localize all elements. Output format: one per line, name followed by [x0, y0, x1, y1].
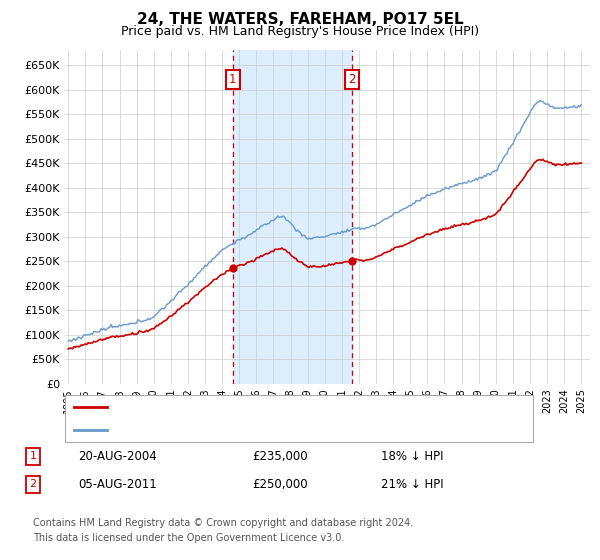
Text: £235,000: £235,000: [252, 450, 308, 463]
Text: Contains HM Land Registry data © Crown copyright and database right 2024.: Contains HM Land Registry data © Crown c…: [33, 518, 413, 528]
Text: HPI: Average price, detached house, Fareham: HPI: Average price, detached house, Fare…: [112, 425, 367, 435]
Text: 18% ↓ HPI: 18% ↓ HPI: [381, 450, 443, 463]
Text: 21% ↓ HPI: 21% ↓ HPI: [381, 478, 443, 491]
Text: This data is licensed under the Open Government Licence v3.0.: This data is licensed under the Open Gov…: [33, 533, 344, 543]
Text: 2: 2: [29, 479, 37, 489]
Text: Price paid vs. HM Land Registry's House Price Index (HPI): Price paid vs. HM Land Registry's House …: [121, 25, 479, 38]
Text: 05-AUG-2011: 05-AUG-2011: [78, 478, 157, 491]
Text: £250,000: £250,000: [252, 478, 308, 491]
Bar: [233, 50, 352, 384]
Text: 1: 1: [229, 73, 236, 86]
Text: 2: 2: [349, 73, 356, 86]
Text: 24, THE WATERS, FAREHAM, PO17 5EL (detached house): 24, THE WATERS, FAREHAM, PO17 5EL (detac…: [112, 402, 427, 412]
Text: 1: 1: [29, 451, 37, 461]
Text: 20-AUG-2004: 20-AUG-2004: [78, 450, 157, 463]
Text: 24, THE WATERS, FAREHAM, PO17 5EL: 24, THE WATERS, FAREHAM, PO17 5EL: [137, 12, 463, 27]
